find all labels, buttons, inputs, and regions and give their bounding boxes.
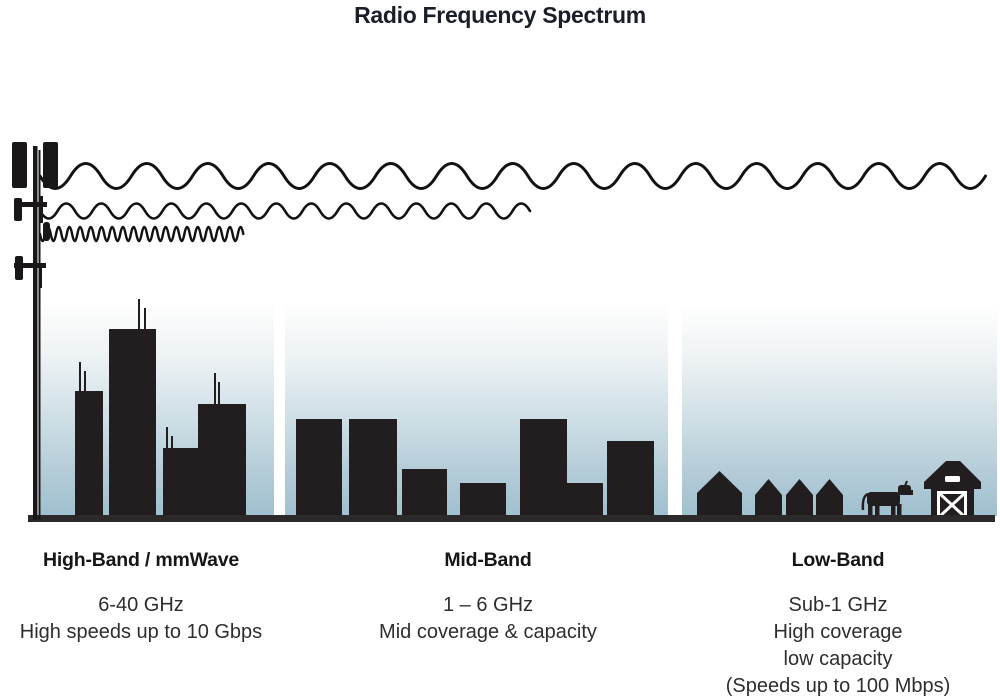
barn-icon xyxy=(924,461,981,519)
antenna-panel xyxy=(14,198,22,221)
band-description: low capacity xyxy=(783,648,893,670)
house-icon xyxy=(786,479,813,516)
tower-crossbar xyxy=(15,202,47,207)
band-name: Mid-Band xyxy=(444,549,532,571)
skyscraper xyxy=(198,404,246,516)
antenna-panel xyxy=(43,222,50,241)
building xyxy=(349,419,397,516)
skyscraper xyxy=(75,391,103,516)
band-description: (Speeds up to 100 Mbps) xyxy=(725,675,951,697)
tower-mast xyxy=(33,146,38,520)
high-frequency-wave xyxy=(38,225,245,243)
barn-door-crossbuck xyxy=(937,491,967,519)
mid-frequency-wave xyxy=(38,202,532,220)
antenna-panel xyxy=(43,142,58,188)
building xyxy=(520,419,567,516)
low-frequency-wave xyxy=(38,162,987,190)
band-name: Low-Band xyxy=(791,549,885,571)
mid-band-label: Mid-Band 1 – 6 GHz Mid coverage & capaci… xyxy=(348,549,628,646)
high-band-label: High-Band / mmWave 6-40 GHz High speeds … xyxy=(10,549,272,646)
tower-crossbar xyxy=(14,263,46,268)
cow-icon xyxy=(861,480,913,518)
cell-tower-icon xyxy=(12,142,58,520)
skyscraper xyxy=(109,329,156,516)
band-description: High speeds up to 10 Gbps xyxy=(19,621,263,643)
band-name: High-Band / mmWave xyxy=(42,549,240,571)
house-icon xyxy=(816,479,843,516)
building xyxy=(296,419,342,516)
page-title: Radio Frequency Spectrum xyxy=(354,2,646,28)
skyscraper xyxy=(163,448,198,516)
band-frequency: 6-40 GHz xyxy=(98,594,184,616)
building xyxy=(607,441,654,516)
antenna-panel xyxy=(15,256,23,280)
building xyxy=(402,469,447,516)
band-description: High coverage xyxy=(773,621,903,643)
band-description: Mid coverage & capacity xyxy=(379,621,597,643)
high-band-skyline xyxy=(75,299,246,516)
house-icon xyxy=(755,479,782,516)
band-frequency: Sub-1 GHz xyxy=(788,594,888,616)
house-icon xyxy=(697,471,742,516)
low-band-label: Low-Band Sub-1 GHz High coverage low cap… xyxy=(698,549,978,700)
mid-band-sky xyxy=(285,305,668,516)
barn-vent xyxy=(945,476,960,482)
building xyxy=(460,483,506,516)
mid-band-skyline xyxy=(296,419,654,516)
low-band-farm xyxy=(697,461,981,519)
band-frequency: 1 – 6 GHz xyxy=(442,594,534,616)
antenna-panel xyxy=(12,142,27,188)
rooftop-antenna-icon xyxy=(79,299,220,448)
ground-line xyxy=(28,515,995,522)
building xyxy=(567,483,603,516)
